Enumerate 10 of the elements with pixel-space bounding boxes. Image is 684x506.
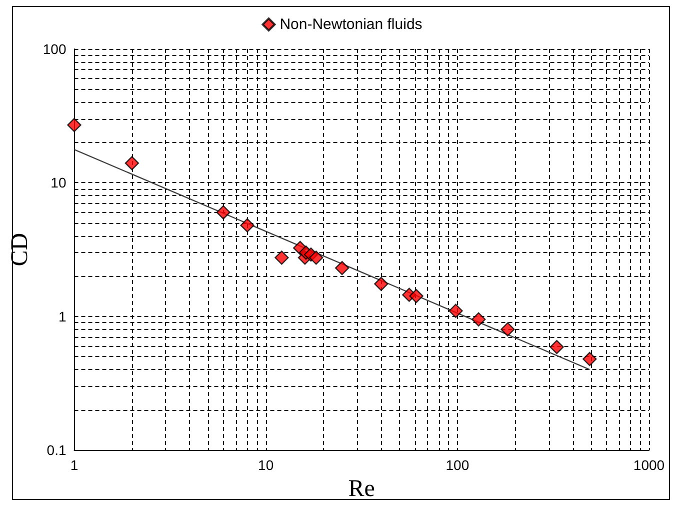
x-axis-title: Re — [348, 476, 375, 502]
x-tick-label: 10 — [258, 457, 274, 474]
y-tick-label: 1 — [58, 308, 66, 324]
x-tick-label: 100 — [446, 457, 470, 474]
y-tick-label: 100 — [42, 41, 66, 57]
legend-label: Non-Newtonian fluids — [280, 16, 422, 33]
x-tick-label: 1000 — [633, 457, 665, 474]
y-tick-label: 0.1 — [46, 442, 66, 458]
x-tick-label: 1 — [70, 457, 78, 474]
y-tick-label: 10 — [50, 174, 66, 191]
